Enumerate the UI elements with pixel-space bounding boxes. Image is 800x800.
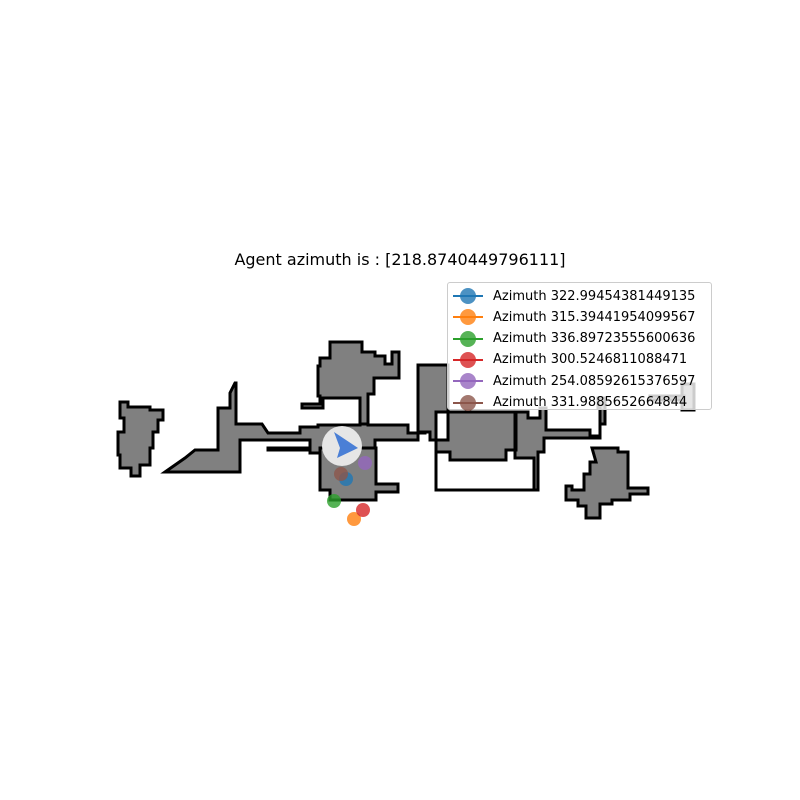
waypoint-marker: [347, 512, 361, 526]
room-left: [116, 400, 165, 478]
legend-swatch: [453, 370, 483, 392]
corridor-left-wing: [160, 381, 427, 474]
legend-label: Azimuth 336.89723555600636: [493, 331, 696, 347]
legend: Azimuth 322.99454381449135 Azimuth 315.39…: [447, 282, 712, 411]
legend-label: Azimuth 254.08592615376597: [493, 373, 696, 389]
legend-label: Azimuth 315.39441954099567: [493, 309, 696, 325]
waypoint-marker: [334, 467, 348, 481]
legend-item: Azimuth 322.99454381449135: [448, 285, 695, 307]
room-bottom-right: [564, 446, 650, 520]
waypoint-markers: [327, 456, 372, 526]
legend-item: Azimuth 254.08592615376597: [448, 370, 695, 392]
waypoint-marker: [327, 494, 341, 508]
legend-swatch: [453, 285, 483, 307]
legend-item: Azimuth 331.9885652664844: [448, 392, 687, 414]
legend-label: Azimuth 322.99454381449135: [493, 288, 696, 304]
waypoint-marker: [358, 456, 372, 470]
legend-item: Azimuth 315.39441954099567: [448, 306, 695, 328]
arrow-icon: [334, 432, 358, 458]
legend-item: Azimuth 336.89723555600636: [448, 328, 695, 350]
legend-swatch: [453, 349, 483, 371]
waypoint-marker: [356, 503, 370, 517]
legend-swatch: [453, 392, 483, 414]
room-top: [300, 340, 401, 426]
agent-marker: [322, 426, 362, 466]
legend-label: Azimuth 331.9885652664844: [493, 395, 688, 410]
legend-swatch: [453, 306, 483, 328]
legend-label: Azimuth 300.5246811088471: [493, 352, 688, 368]
legend-swatch: [453, 328, 483, 350]
legend-item: Azimuth 300.5246811088471: [448, 349, 687, 371]
map-title: Agent azimuth is : [218.8740449796111]: [234, 250, 566, 269]
